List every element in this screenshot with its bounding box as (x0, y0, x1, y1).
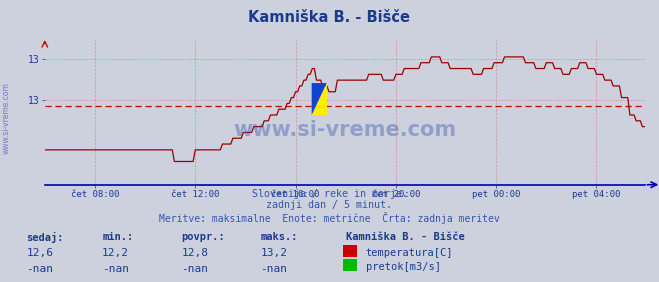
Text: www.si-vreme.com: www.si-vreme.com (233, 120, 456, 140)
Text: -nan: -nan (181, 264, 208, 274)
Text: 13,2: 13,2 (260, 248, 287, 258)
Text: povpr.:: povpr.: (181, 232, 225, 242)
Text: zadnji dan / 5 minut.: zadnji dan / 5 minut. (266, 200, 393, 210)
Text: -nan: -nan (102, 264, 129, 274)
Text: Kamniška B. - Bišče: Kamniška B. - Bišče (346, 232, 465, 242)
Text: min.:: min.: (102, 232, 133, 242)
Polygon shape (312, 83, 327, 115)
Text: -nan: -nan (26, 264, 53, 274)
Text: www.si-vreme.com: www.si-vreme.com (2, 83, 11, 154)
Text: maks.:: maks.: (260, 232, 298, 242)
Text: Slovenija / reke in morje.: Slovenija / reke in morje. (252, 189, 407, 199)
Text: Meritve: maksimalne  Enote: metrične  Črta: zadnja meritev: Meritve: maksimalne Enote: metrične Črta… (159, 212, 500, 224)
Text: pretok[m3/s]: pretok[m3/s] (366, 262, 441, 272)
Text: 12,6: 12,6 (26, 248, 53, 258)
Text: -nan: -nan (260, 264, 287, 274)
Polygon shape (312, 83, 327, 115)
Text: Kamniška B. - Bišče: Kamniška B. - Bišče (248, 10, 411, 25)
Text: temperatura[C]: temperatura[C] (366, 248, 453, 257)
Text: 12,2: 12,2 (102, 248, 129, 258)
Text: sedaj:: sedaj: (26, 232, 64, 243)
Text: 12,8: 12,8 (181, 248, 208, 258)
